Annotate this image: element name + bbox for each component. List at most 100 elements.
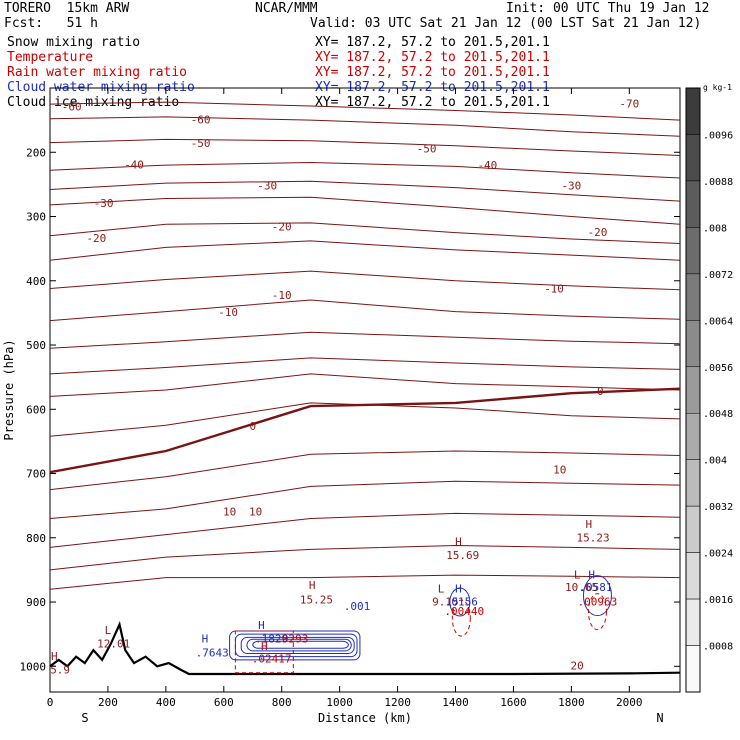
y-tick-label: 500 bbox=[26, 339, 46, 352]
cloud-water-contour bbox=[252, 640, 349, 649]
cloud-water-contour bbox=[240, 636, 355, 654]
colorbar-swatch bbox=[685, 552, 701, 600]
isotherm-line bbox=[49, 357, 681, 375]
colorbar-swatch bbox=[685, 273, 701, 321]
x-tick-label: 800 bbox=[272, 696, 292, 709]
contour-label: L bbox=[438, 582, 445, 595]
cloud-water-contour bbox=[229, 630, 361, 661]
valid-time: Valid: 03 UTC Sat 21 Jan 12 (00 LST Sat … bbox=[310, 16, 702, 31]
contour-label: -60 bbox=[191, 113, 211, 126]
colorbar-label: .0016 bbox=[703, 595, 733, 606]
forecast-hour: Fcst: 51 h bbox=[4, 16, 98, 31]
y-axis-label: Pressure (hPa) bbox=[2, 339, 16, 440]
colorbar-swatch bbox=[685, 459, 701, 507]
field-xy-cloud-ice: XY= 187.2, 57.2 to 201.5,201.1 bbox=[315, 95, 550, 110]
colorbar-swatch bbox=[685, 134, 701, 182]
contour-label: 10 bbox=[249, 505, 262, 518]
isotherm-line bbox=[49, 161, 681, 179]
contour-label: 9.15 bbox=[432, 595, 459, 608]
contour-label: 0 bbox=[597, 385, 604, 398]
y-tick-label: 600 bbox=[26, 403, 46, 416]
colorbar-frame bbox=[685, 87, 701, 693]
contour-label: -10 bbox=[218, 306, 238, 319]
contour-label: 5.9 bbox=[50, 663, 70, 676]
colorbar-label: .0072 bbox=[703, 270, 733, 281]
colorbar-label: .0056 bbox=[703, 363, 733, 374]
x-tick-label: 200 bbox=[98, 696, 118, 709]
colorbar-swatch bbox=[685, 412, 701, 460]
isotherm-line bbox=[49, 270, 681, 291]
colorbar-label: .0048 bbox=[703, 409, 733, 420]
isotherm-line bbox=[49, 101, 681, 121]
isotherm-line bbox=[49, 116, 681, 137]
contour-label: L bbox=[105, 624, 112, 637]
rain-water-contour bbox=[234, 630, 294, 674]
contour-label: .0581 bbox=[579, 581, 612, 594]
colorbar-swatch bbox=[685, 87, 701, 135]
colorbar-swatch bbox=[685, 320, 701, 368]
contour-label: -40 bbox=[477, 159, 497, 172]
contour-label: H bbox=[51, 650, 58, 663]
colorbar-label: .008 bbox=[703, 223, 727, 234]
colorbar-label: .0024 bbox=[703, 549, 733, 560]
contour-label: -10 bbox=[544, 282, 564, 295]
cloud-water-contour bbox=[449, 587, 471, 617]
colorbar-swatch bbox=[685, 180, 701, 228]
x-tick-label: 1800 bbox=[558, 696, 585, 709]
field-xy-temperature: XY= 187.2, 57.2 to 201.5,201.1 bbox=[315, 50, 550, 65]
contour-label: 15.23 bbox=[577, 532, 610, 545]
contour-label: H bbox=[309, 579, 316, 592]
isotherm-line bbox=[49, 450, 681, 491]
colorbar-swatch bbox=[685, 227, 701, 275]
contour-label: -20 bbox=[588, 226, 608, 239]
colorbar-label: .004 bbox=[703, 456, 727, 467]
field-xy-rain: XY= 187.2, 57.2 to 201.5,201.1 bbox=[315, 65, 550, 80]
contour-label: 12.01 bbox=[97, 638, 130, 651]
isotherm-line bbox=[49, 512, 681, 548]
rain-water-contour bbox=[587, 593, 607, 631]
isotherm-line bbox=[49, 138, 681, 156]
field-name-rain: Rain water mixing ratio bbox=[7, 65, 188, 80]
contour-label: -30 bbox=[561, 180, 581, 193]
contour-label: H bbox=[455, 535, 462, 548]
contour-label: H bbox=[588, 568, 595, 581]
colorbar-label: .0064 bbox=[703, 316, 733, 327]
y-tick-label: 400 bbox=[26, 275, 46, 288]
field-xy-snow: XY= 187.2, 57.2 to 201.5,201.1 bbox=[315, 35, 550, 50]
cloud-water-contour bbox=[246, 638, 352, 652]
cloud-water-contour bbox=[582, 575, 612, 617]
x-tick-label: 600 bbox=[214, 696, 234, 709]
y-tick-label: 900 bbox=[26, 596, 46, 609]
contour-label: .1829 bbox=[255, 633, 288, 646]
contour-label: -50 bbox=[191, 137, 211, 150]
contour-label: -70 bbox=[619, 97, 639, 110]
contour-label: .0293 bbox=[275, 633, 308, 646]
x-tick-label: 2000 bbox=[616, 696, 643, 709]
contour-label: .0156 bbox=[445, 595, 478, 608]
contour-label: .00963 bbox=[578, 595, 618, 608]
isotherm-line bbox=[49, 331, 681, 349]
x-tick-label: 0 bbox=[47, 696, 54, 709]
terrain-line bbox=[49, 621, 681, 676]
contour-label: H bbox=[202, 633, 209, 646]
north-end-label: N bbox=[656, 711, 663, 725]
contour-label: -30 bbox=[257, 180, 277, 193]
isotherm-line bbox=[49, 480, 681, 519]
contour-label: 0 bbox=[249, 420, 256, 433]
contour-label: H bbox=[258, 619, 265, 632]
isotherm-line bbox=[49, 574, 681, 590]
y-tick-label: 800 bbox=[26, 532, 46, 545]
contour-label: -30 bbox=[94, 197, 114, 210]
model-title: TORERO 15km ARW bbox=[4, 1, 130, 16]
isotherm-line bbox=[49, 180, 681, 202]
contour-label: 10 bbox=[553, 464, 566, 477]
x-tick-label: 400 bbox=[156, 696, 176, 709]
contour-label: .7643 bbox=[196, 647, 229, 660]
contour-label: H bbox=[585, 518, 592, 531]
contour-label: .02417 bbox=[252, 652, 292, 665]
contour-label: H bbox=[455, 582, 462, 595]
rain-water-contour bbox=[451, 599, 471, 637]
x-tick-label: 1200 bbox=[384, 696, 411, 709]
contour-label: -20 bbox=[272, 221, 292, 234]
contour-label: H bbox=[261, 640, 268, 653]
